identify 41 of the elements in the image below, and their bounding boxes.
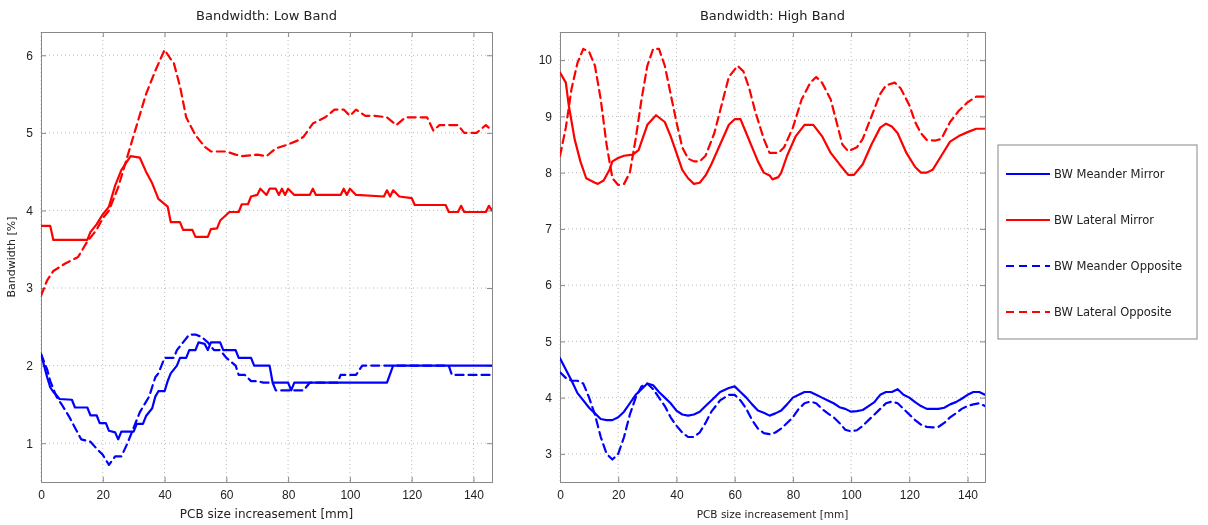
legend-label: BW Meander Mirror <box>1054 167 1165 181</box>
legend-label: BW Meander Opposite <box>1054 259 1183 273</box>
y-tick-label: 5 <box>545 334 553 349</box>
x-tick-label: 20 <box>96 487 111 502</box>
line-series <box>41 48 492 297</box>
x-axis-title: PCB size increasement [mm] <box>696 508 849 520</box>
x-tick-label: 100 <box>841 487 862 502</box>
y-tick-label: 3 <box>26 281 34 296</box>
x-tick-label: 60 <box>220 487 234 502</box>
x-tick-label: 120 <box>899 487 921 502</box>
x-tick-label: 120 <box>402 487 423 502</box>
legend-label: BW Lateral Opposite <box>1054 305 1172 319</box>
x-tick-label: 40 <box>670 487 684 502</box>
x-tick-label: 0 <box>557 487 565 502</box>
x-tick-label: 140 <box>958 487 979 502</box>
y-tick-label: 5 <box>26 126 34 141</box>
y-tick-label: 8 <box>545 165 553 180</box>
line-series <box>560 47 985 187</box>
y-tick-label: 1 <box>26 436 34 451</box>
legend-label: BW Lateral Mirror <box>1054 213 1155 227</box>
x-tick-label: 40 <box>158 487 173 502</box>
x-tick-label: 140 <box>463 487 485 502</box>
y-tick-label: 2 <box>26 358 34 373</box>
x-tick-label: 80 <box>786 487 801 502</box>
y-tick-label: 6 <box>545 278 553 293</box>
y-tick-label: 10 <box>538 53 553 68</box>
x-tick-label: 20 <box>612 487 626 502</box>
chart-title: Bandwidth: High Band <box>699 8 846 23</box>
y-tick-label: 9 <box>545 109 553 124</box>
x-axis-title: PCB size increasement [mm] <box>179 507 354 521</box>
x-tick-label: 60 <box>728 487 743 502</box>
x-tick-label: 80 <box>281 487 296 502</box>
x-tick-label: 100 <box>340 487 361 502</box>
y-tick-label: 4 <box>545 390 553 405</box>
y-tick-label: 4 <box>26 203 34 218</box>
y-axis-title: Bandwidth [%] <box>5 216 18 298</box>
chart-title: Bandwidth: Low Band <box>196 8 337 23</box>
y-tick-label: 6 <box>26 48 34 63</box>
y-tick-label: 3 <box>545 447 553 462</box>
x-tick-label: 0 <box>38 487 46 502</box>
y-tick-label: 7 <box>545 222 553 237</box>
